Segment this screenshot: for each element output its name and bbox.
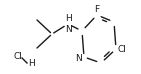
Text: N: N xyxy=(75,54,82,63)
Text: N: N xyxy=(65,25,71,34)
Text: H: H xyxy=(28,59,35,69)
Text: H: H xyxy=(65,14,71,23)
Text: F: F xyxy=(94,5,100,14)
Text: Cl: Cl xyxy=(14,52,23,61)
Text: Cl: Cl xyxy=(118,44,127,54)
